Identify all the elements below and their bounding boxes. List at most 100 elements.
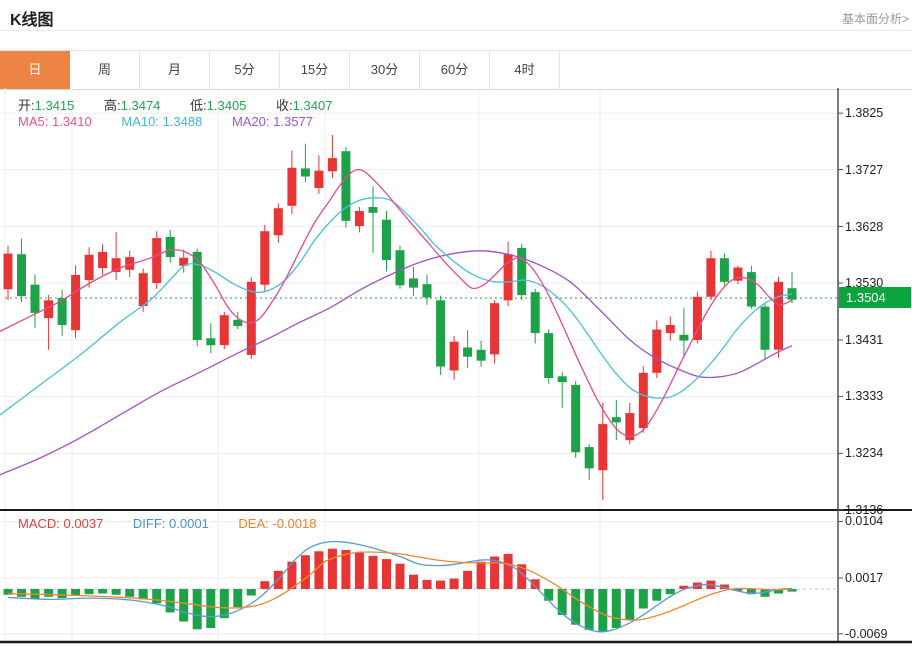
candle-up bbox=[260, 231, 270, 285]
candle-up bbox=[219, 315, 229, 346]
macd-bar bbox=[382, 559, 391, 589]
macd-bar bbox=[84, 589, 94, 595]
macd-bar bbox=[746, 589, 756, 595]
candle-up bbox=[692, 296, 702, 340]
price-axis-label: 1.3727 bbox=[845, 163, 884, 177]
candle-up bbox=[490, 303, 500, 355]
price-axis-label: 1.3136 bbox=[845, 503, 884, 517]
candle-up bbox=[706, 258, 716, 297]
macd-bar bbox=[341, 550, 351, 589]
candle-down bbox=[206, 338, 216, 346]
price-axis-label: 1.3333 bbox=[845, 389, 884, 403]
tab-5分[interactable]: 5分 bbox=[210, 51, 280, 89]
candle-up bbox=[638, 372, 648, 429]
macd-bar bbox=[436, 580, 446, 589]
candle-down bbox=[341, 151, 351, 221]
macd-bar bbox=[287, 561, 297, 589]
macd-bar bbox=[625, 589, 635, 621]
candle-up bbox=[111, 258, 121, 272]
macd-bar bbox=[503, 553, 513, 589]
macd-bar bbox=[44, 589, 54, 597]
candle-down bbox=[746, 272, 756, 307]
candle-up bbox=[652, 329, 662, 373]
dea-label: DEA: bbox=[238, 516, 269, 531]
ma10-label: MA10: bbox=[121, 114, 159, 129]
candle-down bbox=[409, 278, 418, 288]
candle-up bbox=[503, 254, 513, 301]
macd-bar bbox=[179, 589, 189, 622]
tab-周[interactable]: 周 bbox=[70, 51, 140, 89]
ma-info-bar: MA5: 1.3410 MA10: 1.3488 MA20: 1.3577 bbox=[18, 114, 313, 129]
macd-bar bbox=[490, 556, 500, 589]
macd-bar bbox=[544, 589, 554, 601]
macd-bar bbox=[3, 589, 13, 595]
tab-30分[interactable]: 30分 bbox=[350, 51, 420, 89]
macd-bar bbox=[598, 589, 608, 632]
price-axis-label: 1.3825 bbox=[845, 106, 884, 120]
candle-up bbox=[71, 274, 81, 331]
candle-down bbox=[436, 300, 446, 367]
candle-up bbox=[98, 251, 108, 268]
macd-bar bbox=[206, 589, 216, 628]
dea-value: -0.0018 bbox=[272, 516, 317, 531]
macd-bar bbox=[395, 563, 405, 589]
macd-bar bbox=[192, 589, 202, 630]
candle-up bbox=[44, 300, 54, 319]
macd-bar bbox=[368, 555, 378, 589]
macd-bar bbox=[125, 589, 135, 597]
candle-up bbox=[273, 208, 283, 236]
macd-bar bbox=[638, 589, 648, 609]
macd-bar bbox=[246, 589, 256, 596]
ma5-line bbox=[0, 168, 793, 437]
tab-日[interactable]: 日 bbox=[0, 51, 70, 89]
candle-down bbox=[611, 417, 621, 423]
ma20-value: 1.3577 bbox=[273, 114, 313, 129]
tab-4时[interactable]: 4时 bbox=[490, 51, 560, 89]
macd-value: 0.0037 bbox=[63, 516, 104, 531]
macd-bar bbox=[476, 561, 486, 589]
price-axis-label: 1.3530 bbox=[845, 276, 884, 290]
candle-down bbox=[584, 447, 594, 469]
macd-bar bbox=[314, 551, 324, 589]
page-title: K线图 bbox=[10, 12, 54, 29]
diff-value: 0.0001 bbox=[169, 516, 209, 531]
candle-down bbox=[395, 250, 405, 286]
ma5-value: 1.3410 bbox=[51, 114, 92, 129]
candle-up bbox=[625, 413, 635, 441]
macd-bar bbox=[71, 589, 81, 596]
candle-up bbox=[598, 424, 608, 471]
macd-bar bbox=[260, 581, 270, 589]
macd-bar bbox=[719, 584, 729, 589]
tab-月[interactable]: 月 bbox=[140, 51, 210, 89]
open-label: 开: bbox=[18, 98, 35, 113]
macd-bar bbox=[760, 589, 770, 597]
candle-up bbox=[733, 267, 743, 281]
candle-down bbox=[571, 384, 581, 453]
macd-bar bbox=[409, 574, 418, 589]
macd-bar bbox=[111, 589, 121, 595]
macd-bar bbox=[300, 555, 310, 589]
macd-bar bbox=[327, 548, 337, 589]
candle-down bbox=[368, 207, 378, 213]
candle-up bbox=[125, 257, 135, 270]
macd-label: MACD: bbox=[18, 516, 60, 531]
fundamental-analysis-link[interactable]: 基本面分析> bbox=[841, 12, 909, 26]
low-label: 低: bbox=[190, 98, 207, 113]
tab-15分[interactable]: 15分 bbox=[280, 51, 350, 89]
macd-bar bbox=[57, 589, 67, 599]
price-axis-label: 1.3431 bbox=[845, 333, 884, 347]
current-price-badge: 1.3504 bbox=[839, 287, 911, 308]
candle-up bbox=[84, 254, 94, 281]
tab-60分[interactable]: 60分 bbox=[420, 51, 490, 89]
macd-info-bar: MACD: 0.0037 DIFF: 0.0001 DEA: -0.0018 bbox=[18, 516, 316, 531]
macd-bar bbox=[530, 579, 540, 589]
candle-up bbox=[3, 253, 13, 290]
candle-down bbox=[17, 254, 26, 297]
period-tab-bar: 日周月 5分 15分 30分 60分 4时 bbox=[0, 50, 912, 90]
diff-label: DIFF: bbox=[132, 516, 166, 531]
candle-down bbox=[760, 306, 770, 350]
candle-up bbox=[354, 211, 364, 226]
ma10-value: 1.3488 bbox=[162, 114, 203, 129]
